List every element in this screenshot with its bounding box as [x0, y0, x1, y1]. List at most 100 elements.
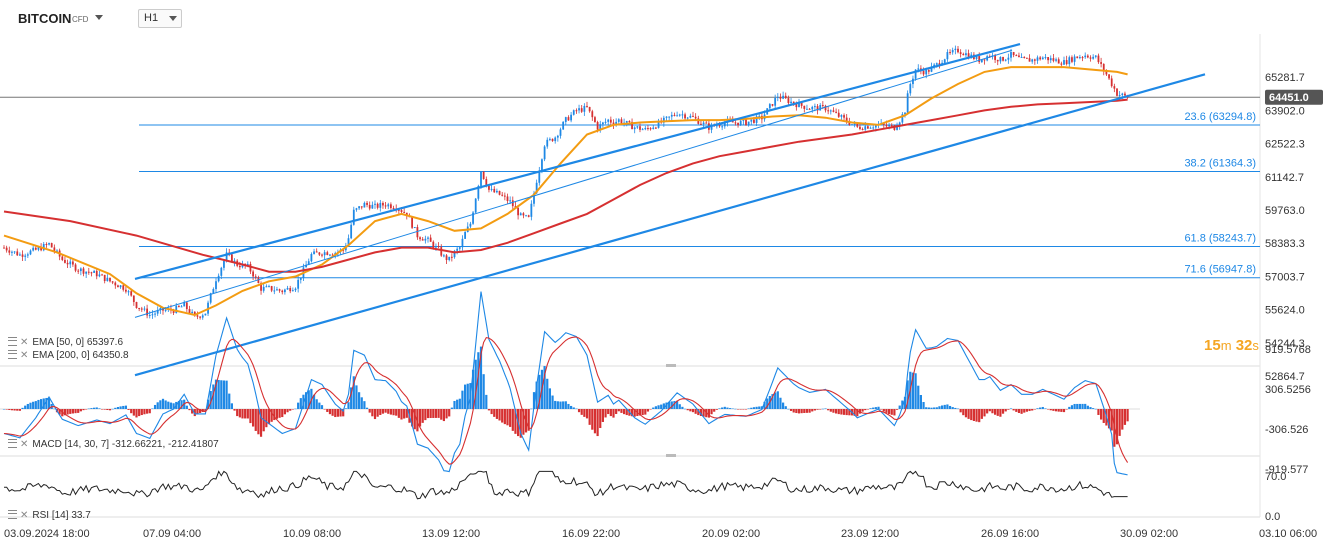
menu-icon[interactable] — [8, 510, 17, 519]
candle-body — [925, 70, 928, 75]
macd-histogram-bar — [972, 409, 975, 421]
candle-body — [745, 119, 747, 126]
macd-histogram-bar — [577, 409, 581, 413]
candle-body — [864, 126, 867, 130]
candle-body — [800, 102, 803, 106]
macd-histogram-bar — [440, 409, 443, 420]
macd-histogram-bar — [273, 409, 276, 421]
candle-body — [737, 122, 739, 126]
menu-icon[interactable] — [8, 350, 17, 359]
candle-body — [949, 52, 951, 54]
macd-histogram-bar — [527, 409, 530, 431]
symbol-name[interactable]: BITCOIN — [18, 11, 72, 26]
candle-body — [233, 260, 236, 263]
remove-icon[interactable]: ✕ — [20, 510, 29, 521]
legend-macd[interactable]: ✕ MACD [14, 30, 7] -312.66221, -212.41807 — [8, 438, 219, 450]
macd-histogram-bar — [87, 408, 90, 410]
candle-body — [64, 259, 66, 263]
macd-histogram-bar — [85, 409, 88, 410]
candle-body — [798, 102, 800, 108]
macd-histogram-bar — [278, 409, 281, 418]
channel-lines[interactable] — [134, 42, 1206, 377]
macd-histogram-bar — [291, 409, 294, 410]
macd-histogram-bar — [996, 409, 999, 416]
candle-body — [315, 251, 318, 253]
macd-histogram-bar — [1089, 407, 1092, 409]
price-tick-label: 52864.7 — [1265, 371, 1305, 383]
macd-histogram-bar — [42, 398, 45, 409]
legend-ema200[interactable]: ✕ EMA [200, 0] 64350.8 — [8, 349, 129, 361]
macd-histogram-bar — [363, 401, 366, 409]
candle-body — [814, 106, 816, 108]
macd-histogram-bar — [599, 409, 602, 429]
macd-histogram-bar — [320, 405, 324, 409]
candle-body — [594, 117, 596, 123]
macd-histogram-bar — [649, 409, 652, 410]
candle-body — [845, 117, 848, 122]
rsi-panel-resize-handle[interactable] — [666, 454, 676, 457]
macd-histogram-bar — [670, 401, 673, 409]
remove-icon[interactable]: ✕ — [20, 337, 29, 348]
fibonacci-levels[interactable]: 23.6 (63294.8) 38.2 (61364.3) 61.8 (58243.… — [139, 111, 1260, 279]
macd-histogram-bar — [114, 407, 117, 409]
macd-histogram-bar — [591, 409, 594, 430]
menu-icon[interactable] — [8, 439, 17, 448]
candle-body — [196, 315, 199, 317]
candle-body — [387, 204, 390, 207]
macd-histogram-bar — [623, 409, 626, 415]
macd-histogram-bar — [339, 409, 342, 417]
macd-histogram-bar — [641, 409, 644, 416]
candle-body — [1084, 55, 1087, 58]
legend-rsi[interactable]: ✕ RSI [14] 33.7 — [8, 509, 91, 521]
candle-body — [1105, 70, 1108, 75]
remove-icon[interactable]: ✕ — [20, 439, 29, 450]
candle-body — [363, 202, 366, 208]
channel-line — [134, 42, 1021, 280]
remove-icon[interactable]: ✕ — [20, 350, 29, 361]
legend-ema50[interactable]: ✕ EMA [50, 0] 65397.6 — [8, 336, 123, 348]
macd-histogram-bar — [220, 380, 223, 409]
time-tick-label: 03.09.2024 18:00 — [4, 528, 90, 540]
candle-body — [723, 122, 726, 127]
macd-histogram-bar — [365, 407, 369, 409]
candle-body — [509, 200, 512, 202]
candle-body — [599, 124, 602, 130]
macd-histogram-bar — [946, 404, 949, 409]
macd-histogram-bar — [1031, 409, 1034, 411]
macd-histogram-bar — [450, 407, 453, 409]
candle-body — [1026, 57, 1028, 59]
candle-body — [435, 245, 437, 248]
macd-histogram-bar — [522, 409, 525, 435]
macd-histogram-bar — [1020, 409, 1023, 414]
menu-icon[interactable] — [8, 337, 17, 346]
macd-histogram-bar — [715, 409, 718, 410]
macd-histogram-bar — [100, 409, 104, 410]
candle-body — [498, 190, 501, 195]
symbol-dropdown-caret-icon[interactable] — [95, 15, 103, 20]
candle-body — [109, 277, 111, 282]
macd-histogram-bar — [1054, 409, 1058, 412]
candle-body — [53, 247, 56, 251]
candle-body — [922, 70, 925, 75]
macd-histogram-bar — [1115, 409, 1119, 445]
candle-body — [655, 127, 657, 129]
macd-histogram-bar — [196, 409, 199, 415]
candle-body — [421, 239, 424, 241]
countdown-minutes: 15 — [1204, 337, 1221, 354]
candle-body — [1047, 57, 1049, 61]
macd-histogram-bar — [689, 409, 692, 412]
macd-histogram-bar — [509, 409, 512, 427]
candle-body — [297, 279, 300, 289]
legend-macd-value-1: -312.66221 — [111, 439, 163, 450]
macd-panel-resize-handle[interactable] — [666, 364, 676, 367]
timeframe-select[interactable]: H1 — [138, 9, 182, 28]
candle-body — [927, 70, 930, 72]
macd-histogram-bar — [800, 409, 803, 414]
candle-body — [517, 207, 519, 216]
macd-histogram-bar — [736, 409, 740, 410]
macd-histogram-bar — [13, 409, 16, 411]
candle-body — [567, 117, 570, 121]
macd-histogram-bar — [442, 409, 445, 422]
candle-body — [559, 129, 562, 136]
